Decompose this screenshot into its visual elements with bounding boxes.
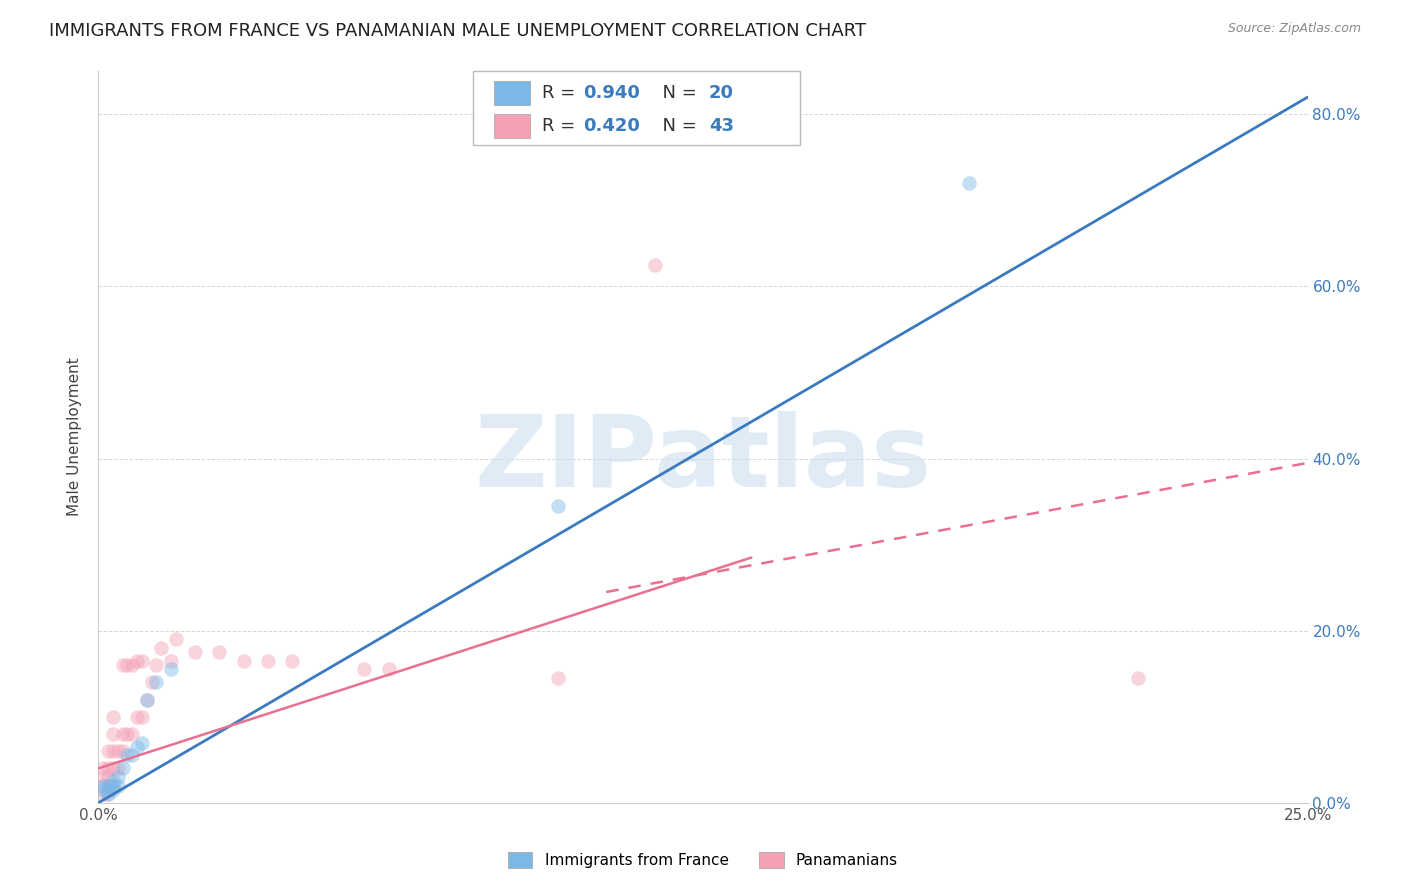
Point: [91, 761, 114, 775]
Point: [165, 632, 187, 647]
Point: [957, 176, 980, 190]
Point: [101, 761, 124, 775]
Point: [141, 675, 163, 690]
Point: [91, 779, 114, 793]
Point: [107, 779, 129, 793]
Point: [97, 783, 120, 797]
FancyBboxPatch shape: [474, 71, 800, 145]
Point: [117, 727, 139, 741]
Point: [111, 761, 134, 775]
Text: 43: 43: [709, 117, 734, 135]
Point: [101, 774, 124, 789]
Point: [91, 783, 114, 797]
Legend: Immigrants from France, Panamanians: Immigrants from France, Panamanians: [508, 853, 898, 868]
Point: [121, 748, 143, 763]
Point: [131, 710, 153, 724]
Point: [91, 787, 114, 801]
Y-axis label: Male Unemployment: Male Unemployment: [67, 358, 83, 516]
Point: [117, 658, 139, 673]
Point: [256, 654, 278, 668]
Point: [127, 710, 149, 724]
Point: [111, 727, 134, 741]
Point: [101, 727, 124, 741]
Point: [377, 662, 399, 676]
Point: [232, 654, 254, 668]
Point: [131, 654, 153, 668]
Point: [547, 671, 569, 685]
Bar: [494, 80, 530, 105]
Point: [281, 654, 304, 668]
Point: [135, 692, 157, 706]
Point: [101, 783, 124, 797]
Point: [91, 770, 114, 784]
Point: [127, 654, 149, 668]
Point: [127, 739, 149, 754]
Point: [150, 640, 173, 655]
Point: [135, 692, 157, 706]
Point: [131, 735, 153, 749]
Point: [1128, 671, 1150, 685]
Point: [184, 645, 207, 659]
Point: [97, 779, 120, 793]
Point: [145, 658, 167, 673]
Bar: [494, 113, 530, 137]
Text: N =: N =: [651, 84, 703, 102]
Point: [97, 779, 120, 793]
Point: [111, 658, 134, 673]
Point: [101, 710, 124, 724]
Point: [97, 787, 120, 801]
Point: [208, 645, 231, 659]
Point: [97, 787, 120, 801]
Point: [160, 662, 183, 676]
Text: 0.420: 0.420: [583, 117, 640, 135]
Text: N =: N =: [651, 117, 703, 135]
Text: R =: R =: [543, 117, 581, 135]
Point: [101, 779, 124, 793]
Text: R =: R =: [543, 84, 581, 102]
Point: [101, 779, 124, 793]
Point: [91, 779, 114, 793]
Point: [97, 761, 120, 775]
Point: [97, 770, 120, 784]
Point: [107, 761, 129, 775]
Text: ZIPatlas: ZIPatlas: [475, 410, 931, 508]
Point: [101, 744, 124, 758]
Point: [117, 748, 139, 763]
Point: [121, 658, 143, 673]
Point: [353, 662, 375, 676]
Point: [121, 727, 143, 741]
Point: [107, 770, 129, 784]
Point: [644, 258, 666, 272]
Point: [160, 654, 183, 668]
Point: [107, 744, 129, 758]
Text: 0.940: 0.940: [583, 84, 640, 102]
Point: [97, 744, 120, 758]
Text: IMMIGRANTS FROM FRANCE VS PANAMANIAN MALE UNEMPLOYMENT CORRELATION CHART: IMMIGRANTS FROM FRANCE VS PANAMANIAN MAL…: [49, 22, 866, 40]
Point: [111, 744, 134, 758]
Point: [145, 675, 167, 690]
Text: Source: ZipAtlas.com: Source: ZipAtlas.com: [1227, 22, 1361, 36]
Point: [547, 499, 569, 513]
Text: 20: 20: [709, 84, 734, 102]
